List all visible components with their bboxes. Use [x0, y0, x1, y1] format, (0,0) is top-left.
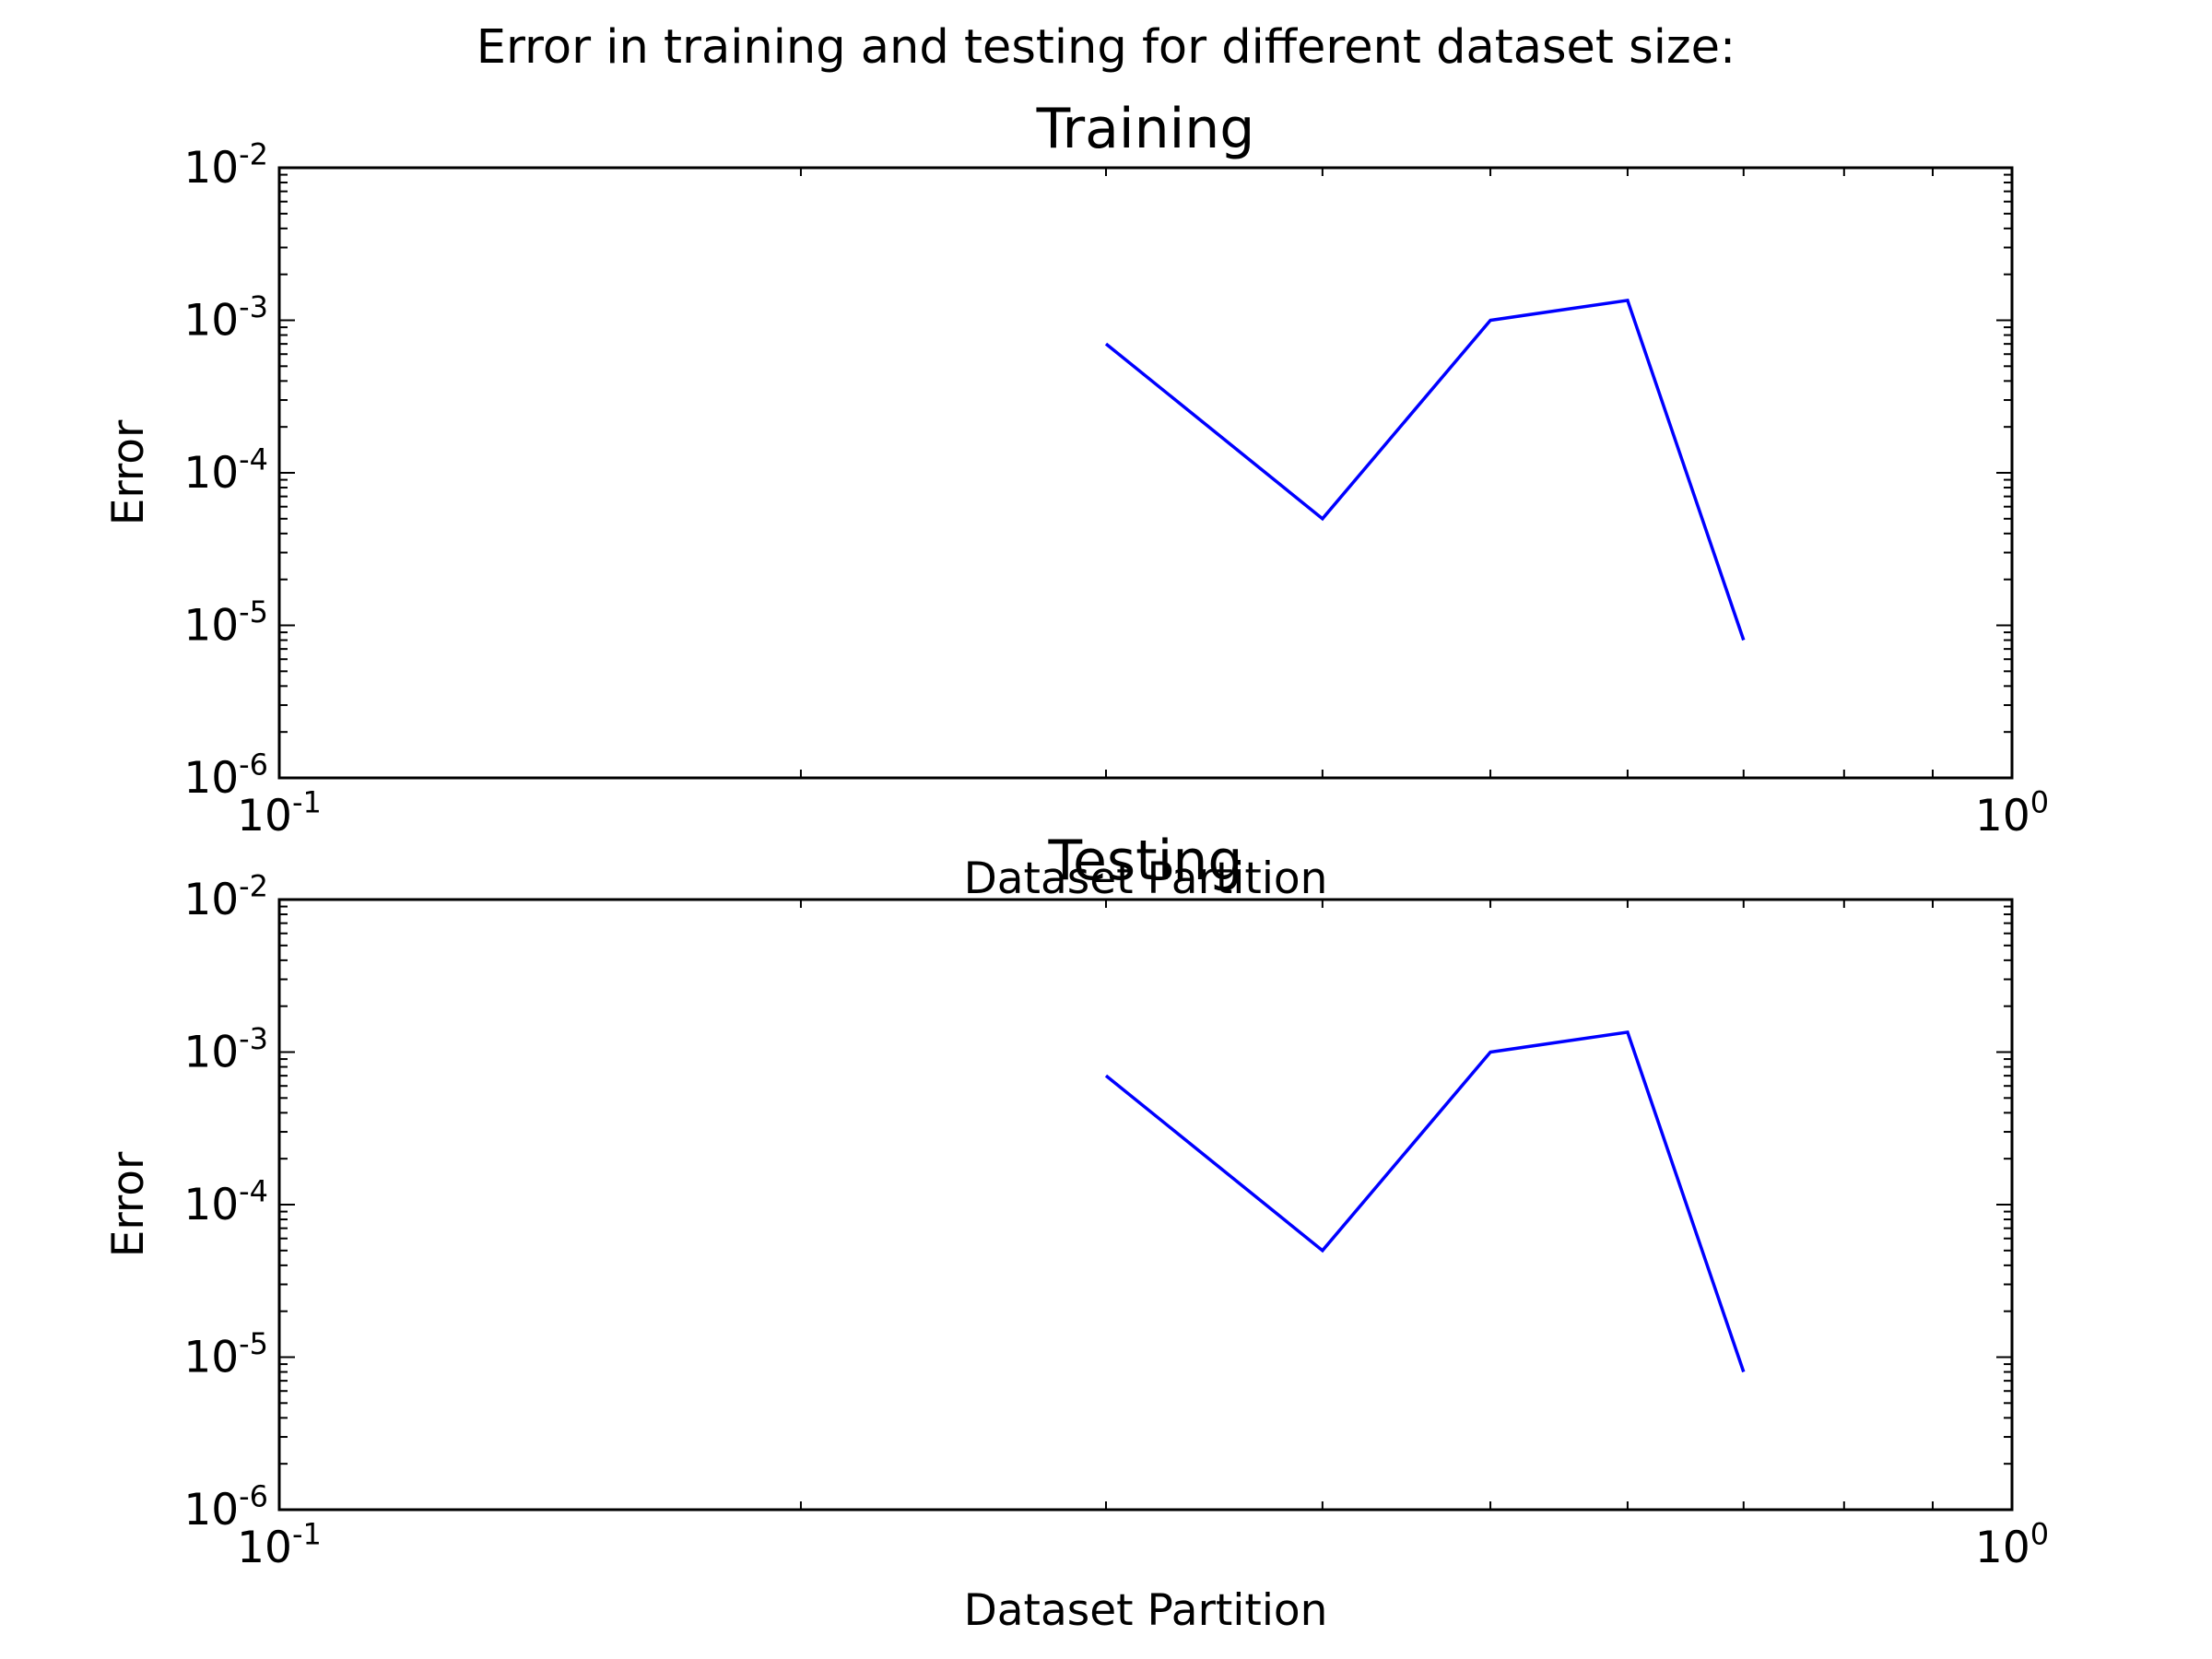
y-axis-label: Error: [103, 1151, 154, 1257]
y-tick-label-exponent: -5: [239, 594, 268, 629]
y-tick-label: 10-3: [183, 289, 268, 347]
y-tick-label: 10-6: [183, 747, 268, 804]
x-tick-label-exponent: 0: [2030, 1516, 2049, 1551]
y-tick-label: 10-6: [183, 1478, 268, 1535]
y-tick-label-exponent: -6: [239, 747, 268, 782]
series-line: [1104, 298, 1746, 641]
y-tick-label: 10-5: [183, 1326, 268, 1383]
y-tick-label-base: 10: [183, 1333, 239, 1383]
x-axis-label: Dataset Partition: [964, 853, 1328, 904]
y-tick-label-base: 10: [183, 601, 239, 652]
y-tick-label-base: 10: [183, 448, 239, 499]
y-tick-label-exponent: -3: [239, 1021, 268, 1056]
y-tick-label-exponent: -3: [239, 289, 268, 324]
x-tick-label-exponent: -1: [292, 1516, 322, 1551]
subplot-title: Training: [1036, 97, 1255, 161]
y-tick-label-exponent: -4: [239, 441, 268, 477]
y-tick-label-base: 10: [183, 1180, 239, 1230]
y-tick-label: 10-2: [183, 136, 268, 194]
x-tick-label: 10-1: [237, 784, 322, 841]
y-tick-label-exponent: -2: [239, 868, 268, 903]
x-axis-label: Dataset Partition: [964, 1585, 1328, 1636]
x-tick-label-exponent: 0: [2030, 784, 2049, 819]
y-tick-label-base: 10: [183, 753, 239, 804]
y-tick-label-base: 10: [183, 875, 239, 925]
x-tick-label: 10-1: [237, 1516, 322, 1573]
x-tick-label: 100: [1975, 1516, 2049, 1573]
subplot-title: Testing: [1048, 829, 1243, 893]
y-tick-label-exponent: -4: [239, 1173, 268, 1208]
y-tick-label-base: 10: [183, 143, 239, 194]
y-tick-label: 10-4: [183, 1173, 268, 1230]
y-tick-label-exponent: -5: [239, 1326, 268, 1361]
y-tick-label-exponent: -2: [239, 136, 268, 171]
y-tick-label: 10-3: [183, 1021, 268, 1078]
x-tick-label-exponent: -1: [292, 784, 322, 819]
x-tick-label-base: 10: [1975, 1523, 2030, 1573]
series-line: [1104, 1030, 1746, 1373]
axes-frame: [277, 166, 2014, 780]
y-axis-label: Error: [103, 419, 154, 525]
y-tick-label-exponent: -6: [239, 1478, 268, 1513]
x-tick-label-base: 10: [237, 791, 292, 841]
y-tick-label-base: 10: [183, 296, 239, 347]
y-tick-label: 10-5: [183, 594, 268, 652]
y-tick-label-base: 10: [183, 1485, 239, 1535]
y-tick-label: 10-4: [183, 441, 268, 499]
figure-suptitle: Error in training and testing for differ…: [477, 20, 1735, 75]
y-tick-label: 10-2: [183, 868, 268, 925]
x-tick-label-base: 10: [1975, 791, 2030, 841]
axes-frame: [277, 898, 2014, 1512]
y-tick-label-base: 10: [183, 1028, 239, 1078]
x-tick-label: 100: [1975, 784, 2049, 841]
x-tick-label-base: 10: [237, 1523, 292, 1573]
